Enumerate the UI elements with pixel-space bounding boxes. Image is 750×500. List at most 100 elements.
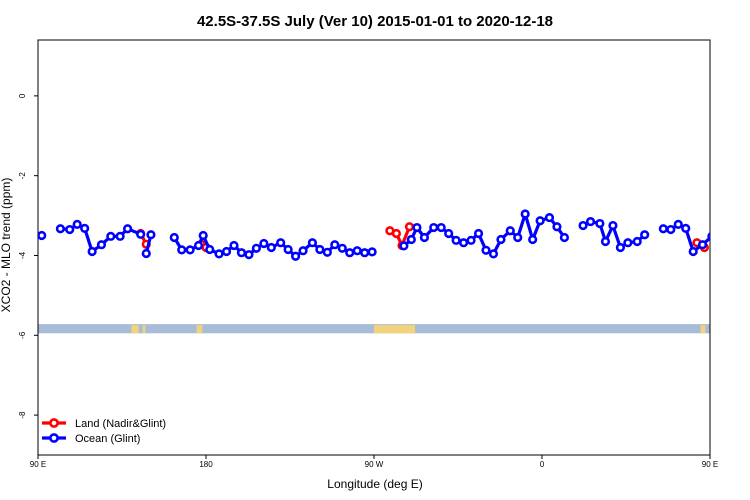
ocean-point [229, 240, 239, 251]
ocean-point [291, 251, 301, 261]
y-axis-title: XCO2 - MLO trend (ppm) [0, 178, 13, 313]
ocean-point [298, 246, 308, 256]
ocean-point [731, 236, 738, 243]
ocean-point [658, 224, 668, 234]
ocean-point [399, 241, 409, 251]
ocean-point [725, 225, 732, 232]
ocean-point [136, 229, 146, 239]
legend-land-marker [49, 418, 59, 428]
ocean-point [115, 231, 125, 241]
land-ocean-mask [38, 324, 710, 334]
ocean-point [185, 245, 195, 255]
ocean-point [459, 238, 469, 248]
ocean-point [737, 250, 744, 257]
ocean-point [688, 246, 698, 257]
series-clip-group [38, 209, 750, 261]
land-patch [131, 325, 139, 334]
legend-land-label: Land (Nadir&Glint) [75, 418, 166, 430]
ocean-point [337, 243, 347, 253]
ocean-series-line [740, 235, 747, 254]
land-point [404, 222, 415, 232]
ocean-point [205, 244, 215, 255]
ocean-point [87, 246, 97, 257]
ocean-point [744, 231, 750, 238]
ocean-point [360, 248, 370, 258]
x-tick-label: 90 E [30, 460, 46, 469]
ocean-point [673, 219, 683, 229]
ocean-point [544, 212, 555, 223]
ocean-point [244, 250, 254, 260]
ocean-point [406, 234, 416, 245]
ocean-point [198, 230, 208, 241]
ocean-point [451, 235, 461, 245]
ocean-point [266, 242, 276, 253]
plot-area [37, 39, 711, 456]
x-axis: 90 E 180 90 W 0 90 E [30, 455, 718, 469]
ocean-point [429, 222, 439, 233]
ocean-point [169, 232, 179, 243]
ocean-point [251, 243, 261, 253]
ocean-point [436, 222, 446, 233]
land-patch [142, 325, 146, 334]
ocean-point [481, 245, 491, 255]
x-tick-label: 90 W [365, 460, 384, 469]
ocean-point [236, 248, 247, 258]
ocean-point [697, 240, 708, 250]
ocean-point [122, 224, 133, 234]
legend-ocean-marker [49, 433, 59, 443]
y-tick-label: 0 [18, 93, 27, 98]
y-tick-label: -4 [18, 251, 27, 259]
y-axis: 0 -2 -4 -6 -8 [18, 93, 38, 419]
x-axis-title: Longitude (deg E) [327, 477, 422, 491]
ocean-point [307, 238, 318, 248]
ocean-point [283, 244, 293, 255]
ocean-point [146, 230, 156, 240]
land-patch [700, 325, 706, 334]
ocean-point [55, 224, 66, 234]
ocean-point [623, 238, 633, 248]
ocean-point [214, 249, 224, 259]
land-patch [196, 325, 203, 334]
ocean-point [352, 246, 362, 256]
ocean-point [259, 238, 269, 249]
ocean-point [276, 238, 286, 248]
ocean-point [552, 222, 562, 232]
ocean-point [578, 220, 588, 231]
ocean-point [345, 248, 355, 258]
ocean-point [520, 209, 530, 219]
ocean-point [80, 223, 90, 233]
land-patch [374, 325, 416, 334]
series-group [38, 209, 750, 261]
x-tick-label: 0 [540, 460, 545, 469]
plot-frame [37, 39, 711, 456]
ocean-point [473, 228, 484, 239]
ocean-point [559, 232, 570, 243]
chart-title: 42.5S-37.5S July (Ver 10) 2015-01-01 to … [197, 13, 553, 30]
x-tick-label: 90 E [702, 460, 718, 469]
ocean-point [38, 230, 47, 241]
ocean-point [96, 240, 107, 250]
y-tick-label: -6 [18, 331, 27, 339]
ocean-point [193, 240, 204, 251]
land-point [391, 228, 402, 239]
ocean-point [681, 223, 691, 233]
legend: Land (Nadir&Glint) Ocean (Glint) [42, 418, 166, 445]
legend-ocean-label: Ocean (Glint) [75, 433, 140, 445]
ocean-point [528, 234, 538, 245]
ocean-point [615, 242, 626, 253]
ocean-point [221, 246, 232, 257]
ocean-point [65, 224, 75, 235]
ocean-point [496, 234, 506, 245]
ocean-point [322, 247, 332, 257]
y-tick-label: -8 [18, 411, 27, 419]
ocean-point [72, 219, 82, 229]
ocean-point [315, 244, 325, 255]
ocean-point [505, 226, 515, 236]
x-tick-label: 180 [199, 460, 213, 469]
ocean-point [330, 240, 340, 250]
ocean-point [177, 245, 187, 255]
ocean-series-line [402, 212, 566, 256]
ocean-point [488, 249, 499, 259]
ocean-point [608, 220, 618, 231]
